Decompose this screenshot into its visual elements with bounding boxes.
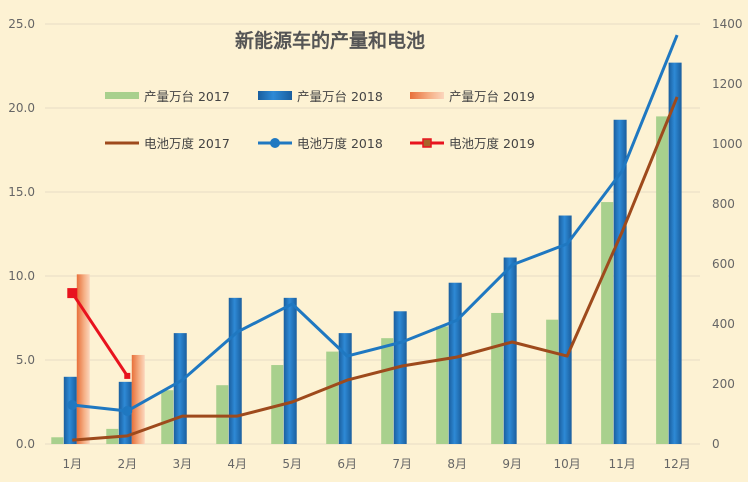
bar-2018-3月 bbox=[173, 333, 187, 444]
bar-2018-10月 bbox=[558, 215, 572, 444]
x-tick-label: 11月 bbox=[608, 457, 635, 471]
line-series-电池万度 2017 bbox=[72, 96, 679, 442]
bar-2017-12月 bbox=[656, 116, 669, 445]
bar-2019-1月 bbox=[76, 274, 90, 444]
legend-label: 电池万度 2019 bbox=[449, 136, 535, 151]
bar-2018-7月 bbox=[393, 311, 407, 444]
x-tick-label: 4月 bbox=[227, 457, 247, 471]
bar-2017-7月 bbox=[381, 338, 394, 444]
bar-2019-2月 bbox=[131, 354, 145, 444]
bar-2017-10月 bbox=[546, 319, 559, 444]
x-tick-label: 7月 bbox=[392, 457, 412, 471]
legend-label: 产量万台 2017 bbox=[144, 89, 230, 104]
legend-swatch bbox=[258, 91, 292, 100]
x-tick-label: 6月 bbox=[337, 457, 357, 471]
x-tick-label: 1月 bbox=[62, 457, 82, 471]
legend-swatch bbox=[410, 92, 444, 99]
bar-2017-1月 bbox=[51, 437, 64, 444]
y-right-tick-label: 0 bbox=[712, 437, 720, 451]
x-tick-label: 12月 bbox=[663, 457, 690, 471]
y-left-tick-label: 25.0 bbox=[8, 17, 35, 31]
bar-2018-11月 bbox=[613, 119, 627, 444]
x-tick-label: 5月 bbox=[282, 457, 302, 471]
chart-title: 新能源车的产量和电池 bbox=[235, 29, 425, 52]
y-left-tick-label: 20.0 bbox=[8, 101, 35, 115]
bar-2018-8月 bbox=[448, 282, 462, 444]
line-point bbox=[124, 372, 131, 379]
legend-marker bbox=[270, 138, 280, 148]
legend-label: 产量万台 2018 bbox=[297, 89, 383, 104]
legend-marker bbox=[422, 138, 432, 148]
bar-2018-4月 bbox=[228, 297, 242, 444]
legend-label: 电池万度 2017 bbox=[144, 136, 230, 151]
y-left-tick-label: 10.0 bbox=[8, 269, 35, 283]
bar-2017-8月 bbox=[436, 326, 449, 444]
x-tick-label: 10月 bbox=[554, 457, 581, 471]
line-point bbox=[122, 406, 133, 416]
y-right-tick-label: 1400 bbox=[712, 17, 743, 31]
y-right-tick-label: 200 bbox=[712, 377, 735, 391]
x-tick-label: 2月 bbox=[117, 457, 137, 471]
y-right-tick-label: 1200 bbox=[712, 77, 743, 91]
y-left-tick-label: 0.0 bbox=[16, 437, 35, 451]
line-point bbox=[67, 288, 78, 299]
y-left-tick-label: 15.0 bbox=[8, 185, 35, 199]
bar-2018-12月 bbox=[668, 62, 682, 444]
line-series-电池万度 2018 bbox=[72, 34, 679, 413]
bar-2017-3月 bbox=[161, 390, 174, 444]
bar-2017-11月 bbox=[601, 202, 614, 444]
x-tick-label: 8月 bbox=[447, 457, 467, 471]
bar-2017-9月 bbox=[491, 312, 504, 444]
bar-2017-6月 bbox=[326, 351, 339, 444]
bar-2018-5月 bbox=[283, 297, 297, 444]
bar-2018-1月 bbox=[63, 376, 77, 444]
legend-label: 产量万台 2019 bbox=[449, 89, 535, 104]
y-right-tick-label: 600 bbox=[712, 257, 735, 271]
y-right-tick-label: 400 bbox=[712, 317, 735, 331]
y-left-tick-label: 5.0 bbox=[16, 353, 35, 367]
line-point bbox=[67, 400, 78, 410]
x-tick-label: 9月 bbox=[502, 457, 522, 471]
bar-2018-9月 bbox=[503, 257, 517, 444]
x-tick-label: 3月 bbox=[172, 457, 192, 471]
line-series-电池万度 2019 bbox=[71, 292, 129, 377]
y-right-tick-label: 800 bbox=[712, 197, 735, 211]
y-right-tick-label: 1000 bbox=[712, 137, 743, 151]
bar-2018-6月 bbox=[338, 333, 352, 444]
legend-swatch bbox=[105, 92, 139, 99]
legend-label: 电池万度 2018 bbox=[297, 136, 383, 151]
